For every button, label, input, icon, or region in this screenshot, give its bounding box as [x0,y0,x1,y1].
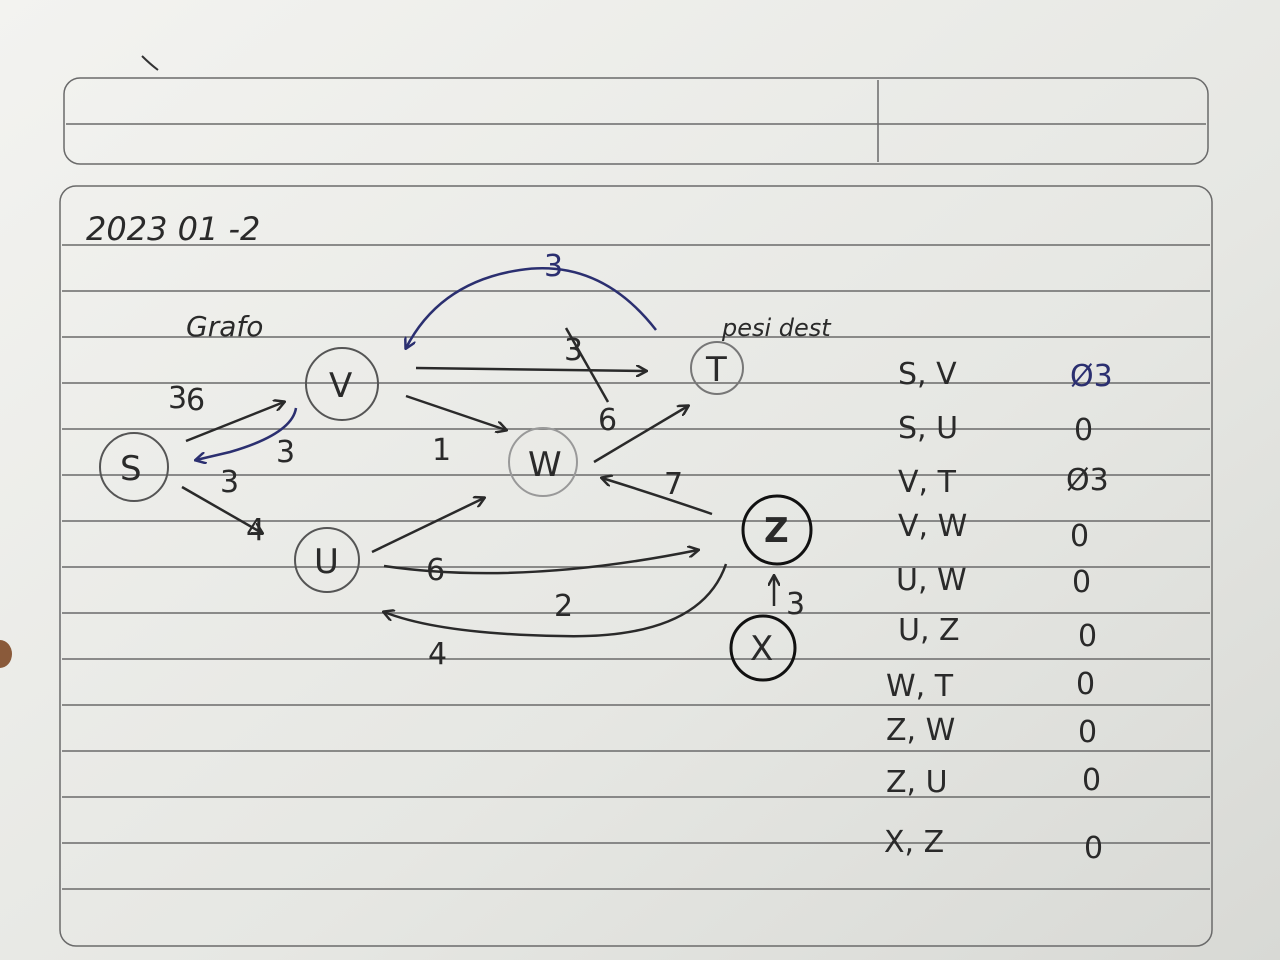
edge-label-uw: 6 [426,553,445,588]
table-edge-8: Z, W [886,713,955,748]
table-edge-5: U, W [896,563,967,598]
date-text: 2023 01 -2 [86,210,260,248]
flow-table: S, V S, U V, T V, W U, W U, Z W, T Z, W … [884,357,1113,866]
table-value-4: 0 [1070,519,1089,554]
annotation-text: pesi dest [721,314,832,342]
node-s-label: S [120,449,142,489]
table-value-9: 0 [1082,763,1101,798]
node-x-label: X [750,629,773,669]
node-u-label: U [314,542,339,582]
edge-v-s-blue [196,407,298,460]
edge-label-sv: 3 [168,381,187,416]
edge-label-vs-lower: 3 [220,465,239,500]
header-box [63,77,1209,165]
node-w-label: W [528,445,562,485]
table-edge-1: S, V [898,357,957,392]
table-edge-7: W, T [886,669,954,704]
edge-label-vt-blue: 3 [544,249,563,284]
edge-u-w [371,498,484,554]
edge-v-w [405,394,506,430]
table-edge-2: S, U [898,411,958,446]
edge-label-tv-black: 6 [598,403,617,438]
table-value-3: Ø3 [1066,463,1109,498]
node-x [729,614,797,682]
edge-label-vt: 3 [564,333,583,368]
table-value-7: 0 [1076,667,1095,702]
edge-w-t [593,406,688,464]
edge-t-v-blue [406,267,657,348]
edge-v-t [415,368,646,371]
edge-z-w [602,478,713,516]
edge-z-u [384,563,728,638]
binding-hole [0,640,12,668]
edge-label-zw: 7 [664,467,683,502]
node-u [294,527,360,593]
edge-u-z [383,550,698,575]
edge-label-uz: 2 [554,589,573,624]
node-v [305,347,379,421]
table-value-10: 0 [1084,831,1103,866]
table-edge-3: V, T [898,465,957,500]
edge-label-sv-strike: 6 [186,383,205,418]
strike-mark [564,327,610,403]
table-value-6: 0 [1078,619,1097,654]
paper-mark [141,55,159,71]
graph-title: Grafo [186,310,263,343]
table-value-2: 0 [1074,413,1093,448]
table-value-5: 0 [1072,565,1091,600]
edge-label-vw: 1 [432,433,451,468]
node-w [508,427,578,497]
table-value-1: Ø3 [1070,359,1113,394]
table-edge-6: U, Z [898,613,960,648]
node-v-label: V [329,366,352,406]
node-z [741,494,813,566]
edge-label-zu: 4 [428,637,447,672]
table-edge-9: Z, U [886,765,948,800]
table-value-8: 0 [1078,715,1097,750]
node-t-label: T [705,350,727,390]
node-s [99,432,169,502]
node-t [690,341,744,395]
edge-s-u [181,485,262,533]
edge-label-vs: 3 [276,435,295,470]
edge-s-v [185,402,284,443]
edge-label-su: 4 [246,513,265,548]
ruled-area [59,185,1213,947]
node-z-label: Z [764,511,789,551]
table-edge-10: X, Z [884,825,944,860]
edge-label-xz: 3 [786,587,805,622]
table-edge-4: V, W [898,509,967,544]
